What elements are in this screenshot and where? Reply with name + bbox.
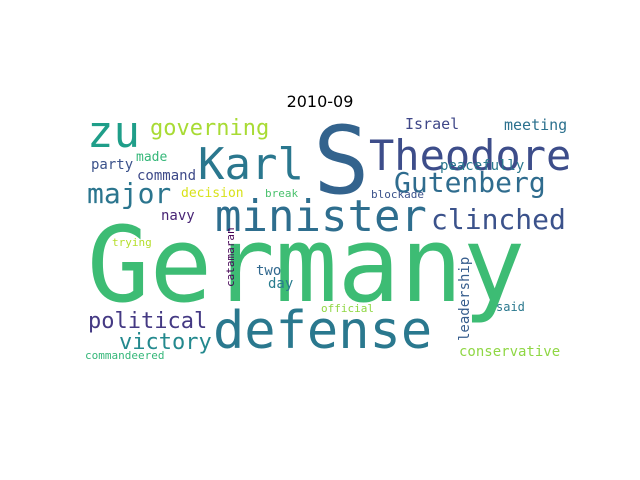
word-zu: zu — [87, 117, 140, 158]
word-defense: defense — [213, 301, 433, 360]
word-blockade: blockade — [371, 188, 424, 201]
word-gutenberg: Gutenberg — [394, 166, 546, 199]
word-decision: decision — [181, 186, 244, 201]
word-leadership: leadership — [457, 256, 473, 341]
word-said: said — [496, 300, 525, 314]
word-major: major — [87, 177, 172, 210]
word-karl: Karl — [198, 139, 304, 190]
word-governing: governing — [150, 117, 270, 141]
word-navy: navy — [161, 208, 195, 224]
word-two: two — [256, 263, 282, 279]
word-political: political — [88, 309, 208, 334]
word-party: party — [91, 157, 134, 173]
word-victory: victory — [119, 330, 212, 355]
word-clinched: clinched — [431, 203, 566, 236]
word-s: S — [313, 117, 370, 216]
word-theodore: Theodore — [369, 131, 570, 180]
word-official: official — [321, 302, 374, 315]
word-command: command — [137, 168, 197, 184]
word-conservative: conservative — [459, 344, 561, 360]
word-commandeered: commandeered — [85, 349, 165, 360]
chart-title: 2010-09 — [286, 92, 354, 111]
word-day: day — [268, 276, 294, 292]
word-peacefully: peacefully — [440, 158, 525, 174]
word-made: made — [136, 150, 168, 165]
word-meeting: meeting — [504, 117, 568, 134]
word-minister: minister — [215, 191, 427, 242]
word-cloud: Germany S defense minister Theodore Karl… — [85, 117, 570, 360]
word-trying: trying — [112, 236, 152, 249]
word-israel: Israel — [405, 117, 460, 133]
word-break: break — [265, 187, 299, 200]
word-catamaran: catamaran — [224, 227, 237, 287]
word-germany: Germany — [87, 204, 526, 326]
